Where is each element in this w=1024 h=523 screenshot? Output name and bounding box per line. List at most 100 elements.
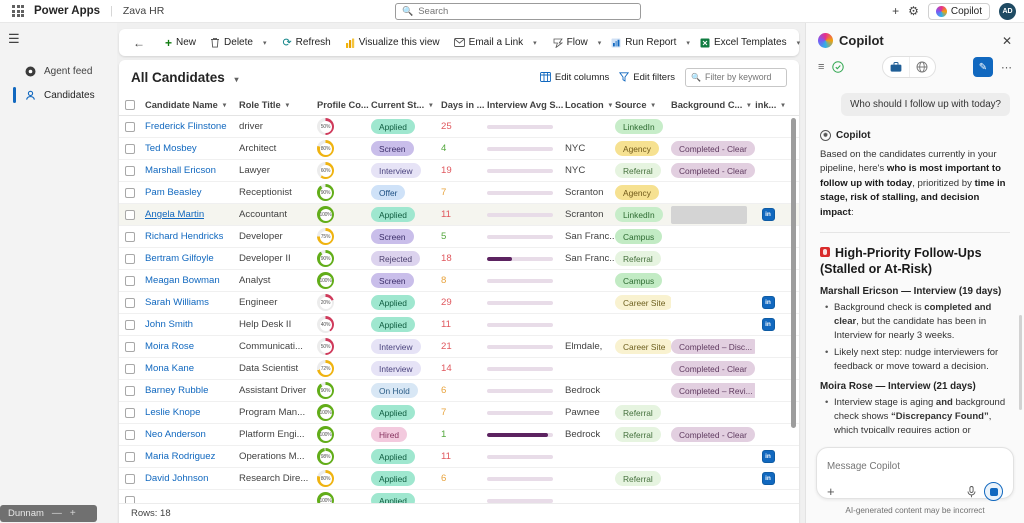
back-button[interactable]: ← [133,35,145,50]
candidate-name-link[interactable]: Richard Hendricks [145,231,224,242]
app-title[interactable]: Power Apps [34,5,101,17]
candidate-name-link[interactable]: Moira Rose [145,341,195,352]
table-row[interactable]: Frederick Flinstone driver 50% Applied 25 Lin… [119,116,799,138]
minus-button[interactable]: — [51,508,62,519]
sidebar-item-candidates[interactable]: Candidates [0,83,117,107]
candidate-name-link[interactable]: Leslie Knope [145,407,201,418]
candidate-name-link[interactable]: Bertram Gilfoyle [145,253,214,264]
conversation-list-icon[interactable]: ≡ [818,61,825,73]
email-link-button[interactable]: Email a Link [448,34,529,51]
add-icon[interactable]: + [892,4,900,18]
candidate-name-link[interactable]: Ted Mosbey [145,143,197,154]
column-header-role-title[interactable]: Role Title ▾ [239,99,289,110]
sidebar-item-agent-feed[interactable]: Agent feed [0,59,117,83]
linkedin-link-icon[interactable]: in [761,318,775,331]
view-selector[interactable]: All Candidates ▾ [131,70,241,85]
linkedin-link-icon[interactable]: in [761,472,775,485]
row-checkbox[interactable] [125,121,135,132]
delete-chevron-icon[interactable]: ▾ [262,39,267,47]
table-row[interactable]: Leslie Knope Program Man... 100% Applied 7 Pa… [119,402,799,424]
run-report-chevron-icon[interactable]: ▾ [686,39,690,47]
row-checkbox[interactable] [125,275,135,286]
selected-cell[interactable] [671,205,747,224]
work-scope-button[interactable] [883,57,909,77]
edit-columns-button[interactable]: Edit columns [539,72,609,83]
candidate-name-link[interactable]: Maria Rodriguez [145,451,216,462]
environment-title[interactable]: Zava HR [122,5,165,17]
column-header-profile-co[interactable]: Profile Co...▾ [317,99,369,110]
candidate-name-link[interactable]: John Smith [145,319,193,330]
row-checkbox[interactable] [125,495,135,504]
row-checkbox[interactable] [125,473,135,484]
table-row[interactable]: John Smith Help Desk II 40% Applied 11 in [119,314,799,336]
table-row[interactable]: Moira Rose Communicati... 50% Interview 21 El… [119,336,799,358]
column-header-background-c[interactable]: Background C... ▾ [671,99,751,110]
candidate-name-link[interactable]: Meagan Bowman [145,275,220,286]
global-search[interactable]: 🔍 [395,3,641,20]
avatar[interactable]: AD [999,2,1016,20]
row-checkbox[interactable] [125,143,135,154]
column-header-location[interactable]: Location ▾ [565,99,613,110]
candidate-name-link[interactable]: Sarah Williams [145,297,209,308]
row-checkbox[interactable] [125,341,135,352]
column-header-interview-avg-s[interactable]: Interview Avg S...▾ [487,99,564,110]
column-header-days-in[interactable]: Days in ...▾ [441,99,485,110]
column-header-candidate-name[interactable]: Candidate Name ▾ [145,99,227,110]
global-search-input[interactable] [418,6,634,17]
table-row[interactable]: David Johnson Research Dire... 80% Applied 6… [119,468,799,490]
table-row[interactable]: Meagan Bowman Analyst 100% Screen 8 Campus [119,270,799,292]
new-chat-button[interactable]: ✎ [972,57,993,77]
table-row[interactable]: Sarah Williams Engineer 20% Applied 29 Career… [119,292,799,314]
table-row[interactable]: Richard Hendricks Developer 75% Screen 5 San … [119,226,799,248]
linkedin-link-icon[interactable]: in [761,450,775,463]
grid-scrollbar[interactable] [791,118,796,428]
row-checkbox[interactable] [125,363,135,374]
delete-button[interactable]: Delete [204,34,259,51]
copilot-input-card[interactable]: + [816,447,1014,501]
copilot-toggle-button[interactable]: Copilot [927,2,990,20]
edit-filters-button[interactable]: Edit filters [619,72,675,83]
table-row[interactable]: Pam Beasley Receptionist 90% Offer 7 Scranton… [119,182,799,204]
select-all-checkbox[interactable] [125,99,135,110]
table-row[interactable]: Mona Kane Data Scientist 72% Interview 14 Com… [119,358,799,380]
column-header-current-st[interactable]: Current St... ▾ [371,99,433,110]
close-icon[interactable]: ✕ [1001,33,1012,48]
table-row[interactable]: Angela Martin Accountant 100% Applied 11 Scra… [119,204,799,226]
candidate-name-link[interactable]: Mona Kane [145,363,195,374]
column-header-link[interactable]: Link...▾ [755,99,785,110]
table-row[interactable]: Marshall Ericson Lawyer 60% Interview 19 NYC R… [119,160,799,182]
run-report-button[interactable]: Run Report [605,34,682,51]
row-checkbox[interactable] [125,407,135,418]
linkedin-link-icon[interactable]: in [761,296,775,309]
excel-chevron-icon[interactable]: ▾ [796,39,801,47]
column-header-source[interactable]: Source ▾ [615,99,655,110]
stop-generating-button[interactable] [984,482,1003,501]
visualize-view-button[interactable]: Visualize this view [339,34,446,51]
keyword-filter[interactable]: 🔍 [685,67,787,87]
table-row[interactable]: Ted Mosbey Architect 80% Screen 4 NYC Agency Co… [119,138,799,160]
candidate-name-link[interactable]: Angela Martin [145,209,205,220]
candidate-name-link[interactable]: Pam Beasley [145,187,202,198]
row-checkbox[interactable] [125,187,135,198]
app-launcher-icon[interactable] [12,5,24,17]
candidate-name-link[interactable]: Neo Anderson [145,429,206,440]
keyword-filter-input[interactable] [704,72,781,82]
candidate-name-link[interactable]: Frederick Flinstone [145,121,227,132]
copilot-message-input[interactable] [827,461,1003,472]
row-checkbox[interactable] [125,451,135,462]
row-checkbox[interactable] [125,297,135,308]
new-button[interactable]: + New [165,35,197,50]
table-row[interactable]: 100% Applied [119,490,799,504]
copilot-scrollbar[interactable] [1019,315,1022,410]
hamburger-icon[interactable]: ☰ [8,31,20,46]
linkedin-link-icon[interactable]: in [761,208,775,221]
row-checkbox[interactable] [125,231,135,242]
table-row[interactable]: Bertram Gilfoyle Developer II 90% Rejected 1… [119,248,799,270]
shield-check-icon[interactable] [832,61,845,73]
excel-templates-button[interactable]: Excel Templates [694,34,793,51]
candidate-name-link[interactable]: Marshall Ericson [145,165,216,176]
row-checkbox[interactable] [125,429,135,440]
row-checkbox[interactable] [125,209,135,220]
table-row[interactable]: Barney Rubble Assistant Driver 90% On Hold 6… [119,380,799,402]
row-checkbox[interactable] [125,165,135,176]
